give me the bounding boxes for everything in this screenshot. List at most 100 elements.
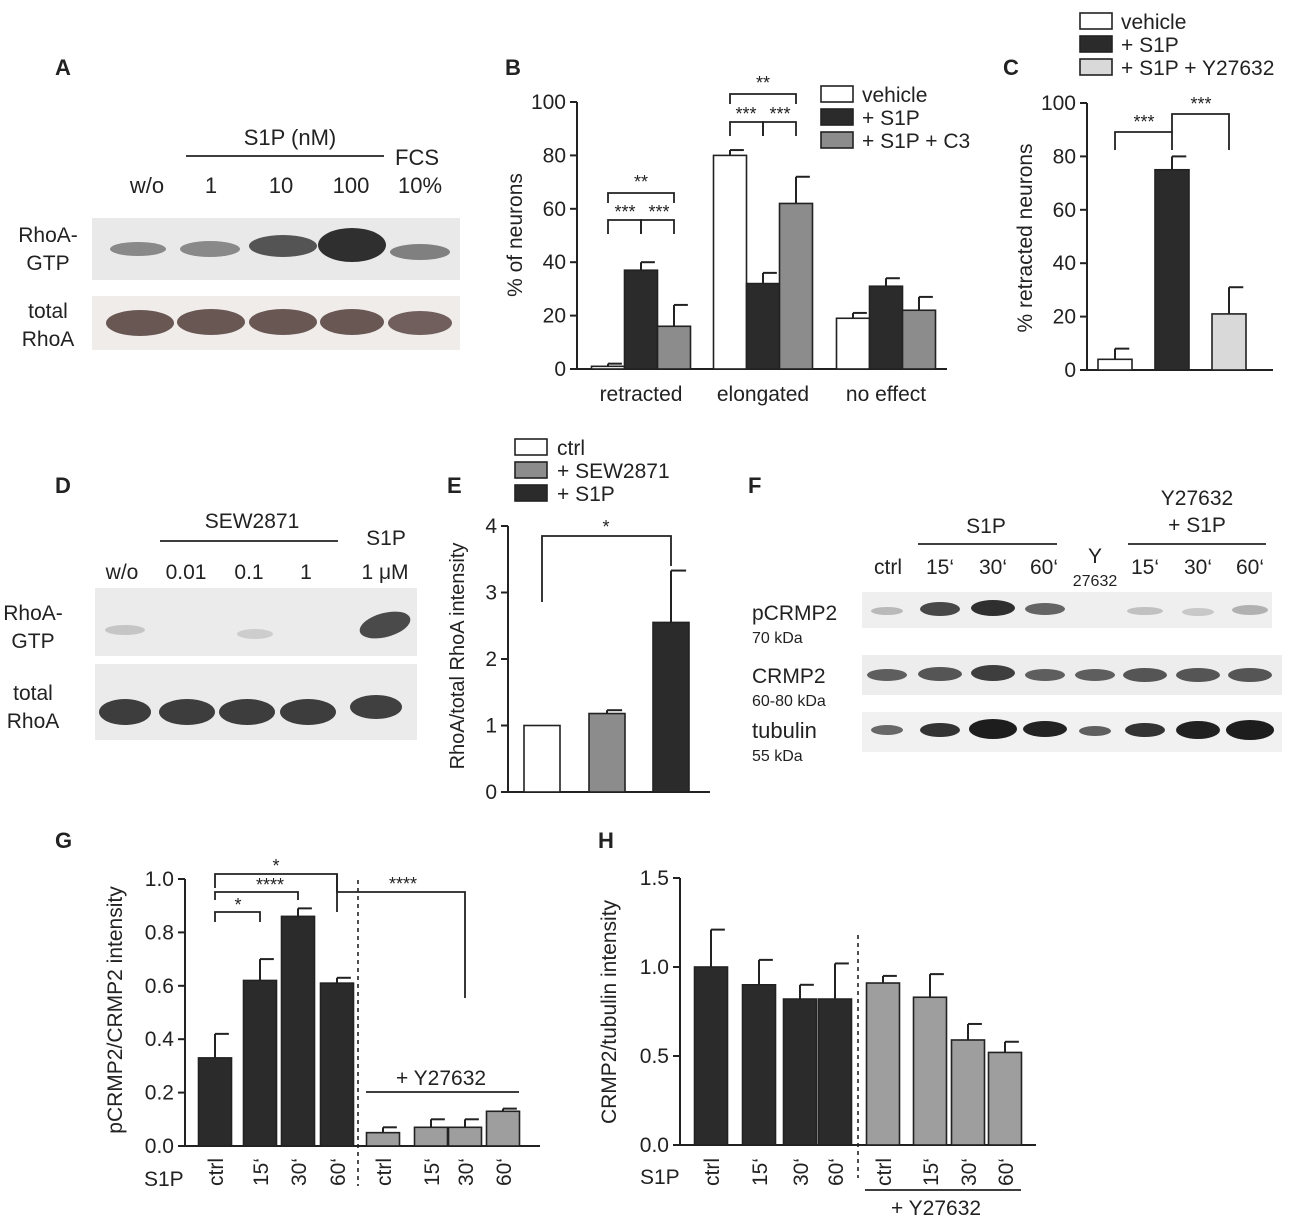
d-total-bands bbox=[99, 695, 402, 725]
y-tick-label: 60 bbox=[1053, 199, 1076, 222]
significance-bracket bbox=[214, 891, 299, 900]
group-label: + Y27632 bbox=[891, 1197, 981, 1220]
bar bbox=[778, 202, 814, 370]
bar bbox=[197, 1057, 233, 1147]
x-category-label: 60‘ bbox=[493, 1158, 516, 1186]
bar bbox=[1154, 168, 1190, 371]
y-tick-label: 0.5 bbox=[640, 1045, 669, 1068]
bar bbox=[523, 724, 561, 793]
y-tick-label: 100 bbox=[531, 91, 566, 114]
g-y-axis-label: pCRMP2/CRMP2 intensity bbox=[104, 886, 127, 1134]
legend-label: + S1P + Y27632 bbox=[1121, 57, 1274, 80]
bar bbox=[588, 712, 626, 793]
e-legend: ctrl + SEW2871 + S1P bbox=[514, 437, 670, 506]
d-row1-label: GTP bbox=[11, 630, 54, 653]
x-category-label: elongated bbox=[717, 383, 809, 406]
significance-bracket bbox=[1114, 131, 1173, 150]
legend-label: + S1P + C3 bbox=[862, 130, 970, 153]
f-s1p-group-label: S1P bbox=[966, 515, 1006, 538]
x-category-label: ctrl bbox=[701, 1158, 724, 1186]
f-y-lane-label: 27632 bbox=[1073, 573, 1118, 590]
bar bbox=[1211, 313, 1247, 371]
x-category-label: retracted bbox=[600, 383, 683, 406]
blot-band bbox=[177, 309, 245, 335]
d-row2-label: total bbox=[13, 682, 53, 705]
bar bbox=[319, 982, 355, 1147]
x-category-label: 15‘ bbox=[920, 1158, 943, 1186]
bar bbox=[987, 1051, 1023, 1146]
x-category-label: 60‘ bbox=[995, 1158, 1018, 1186]
y-tick-label: 0.6 bbox=[145, 975, 174, 998]
legend-swatch bbox=[514, 484, 548, 502]
x-category-label: ctrl bbox=[373, 1158, 396, 1186]
y-tick-label: 20 bbox=[543, 305, 566, 328]
y-tick-label: 60 bbox=[543, 198, 566, 221]
bar bbox=[652, 621, 690, 793]
blot-band bbox=[105, 625, 145, 635]
y-tick-label: 80 bbox=[1053, 145, 1076, 168]
x-category-label: 60‘ bbox=[327, 1158, 350, 1186]
d-lane-label: w/o bbox=[105, 561, 139, 584]
significance-label: *** bbox=[735, 104, 756, 124]
blot-band bbox=[1079, 726, 1111, 736]
f-y-lane-label: Y bbox=[1088, 545, 1102, 568]
y-tick-label: 100 bbox=[1041, 92, 1076, 115]
bar bbox=[365, 1131, 401, 1147]
blot-band bbox=[1176, 721, 1220, 739]
significance-bracket bbox=[1171, 113, 1230, 150]
x-category-label: 30‘ bbox=[790, 1158, 813, 1186]
f-lane-label: 60‘ bbox=[1236, 556, 1264, 579]
a-total-bands bbox=[106, 309, 452, 336]
blot-band bbox=[249, 235, 317, 257]
bar bbox=[950, 1039, 986, 1146]
panel-letter-b: B bbox=[505, 55, 521, 80]
bar bbox=[413, 1126, 449, 1147]
f-row-kda: 60-80 kDa bbox=[752, 693, 826, 710]
panel-d: D SEW2871 S1P w/o 0.01 0.1 1 1 μM RhoA- … bbox=[3, 473, 417, 740]
blot-band bbox=[971, 665, 1015, 681]
f-y-group-label: + S1P bbox=[1168, 514, 1226, 537]
e-plot: 0 1 2 3 4 * bbox=[485, 515, 710, 804]
significance-bracket bbox=[214, 873, 338, 912]
blot-band bbox=[1023, 721, 1067, 737]
significance-bracket bbox=[607, 219, 642, 234]
bar bbox=[485, 1110, 521, 1147]
bar bbox=[912, 996, 948, 1146]
blot-band bbox=[1025, 669, 1065, 681]
bar bbox=[280, 915, 316, 1147]
blot-band bbox=[920, 602, 960, 616]
significance-label: ** bbox=[634, 172, 648, 192]
f-lane-label: 30‘ bbox=[1184, 556, 1212, 579]
y-tick-label: 0.8 bbox=[145, 921, 174, 944]
g-plot: 0.0 0.2 0.4 0.6 0.8 1.0 ctrl 15‘ 30‘ 60‘ ctrl 15‘ 30… bbox=[145, 856, 540, 1186]
blot-band bbox=[390, 244, 450, 260]
blot-band bbox=[320, 309, 384, 335]
significance-label: * bbox=[602, 517, 609, 537]
legend-swatch bbox=[514, 461, 548, 479]
a-lane-label: w/o bbox=[129, 173, 164, 198]
x-category-label: no effect bbox=[846, 383, 926, 406]
legend-swatch bbox=[1079, 12, 1113, 30]
significance-label: *** bbox=[1190, 94, 1211, 114]
y-tick-label: 4 bbox=[485, 515, 497, 538]
significance-label: * bbox=[272, 856, 279, 876]
blot-band bbox=[280, 699, 336, 725]
blot-band bbox=[1123, 668, 1167, 682]
blot-band bbox=[918, 667, 962, 681]
a-row1-label: GTP bbox=[26, 252, 69, 275]
f-row-name: pCRMP2 bbox=[752, 602, 837, 625]
x-category-label: 15‘ bbox=[749, 1158, 772, 1186]
blot-band bbox=[971, 600, 1015, 616]
blot-band bbox=[1075, 669, 1115, 681]
a-group-label: S1P (nM) bbox=[244, 125, 337, 150]
significance-bracket bbox=[640, 219, 675, 234]
f-lane-label: 60‘ bbox=[1030, 556, 1058, 579]
blot-band bbox=[969, 719, 1017, 739]
y-tick-label: 20 bbox=[1053, 306, 1076, 329]
panel-letter-a: A bbox=[55, 55, 71, 80]
f-lane-label: 15‘ bbox=[926, 556, 954, 579]
bar bbox=[242, 979, 278, 1147]
legend-swatch bbox=[820, 131, 854, 149]
blot-band bbox=[350, 695, 402, 719]
